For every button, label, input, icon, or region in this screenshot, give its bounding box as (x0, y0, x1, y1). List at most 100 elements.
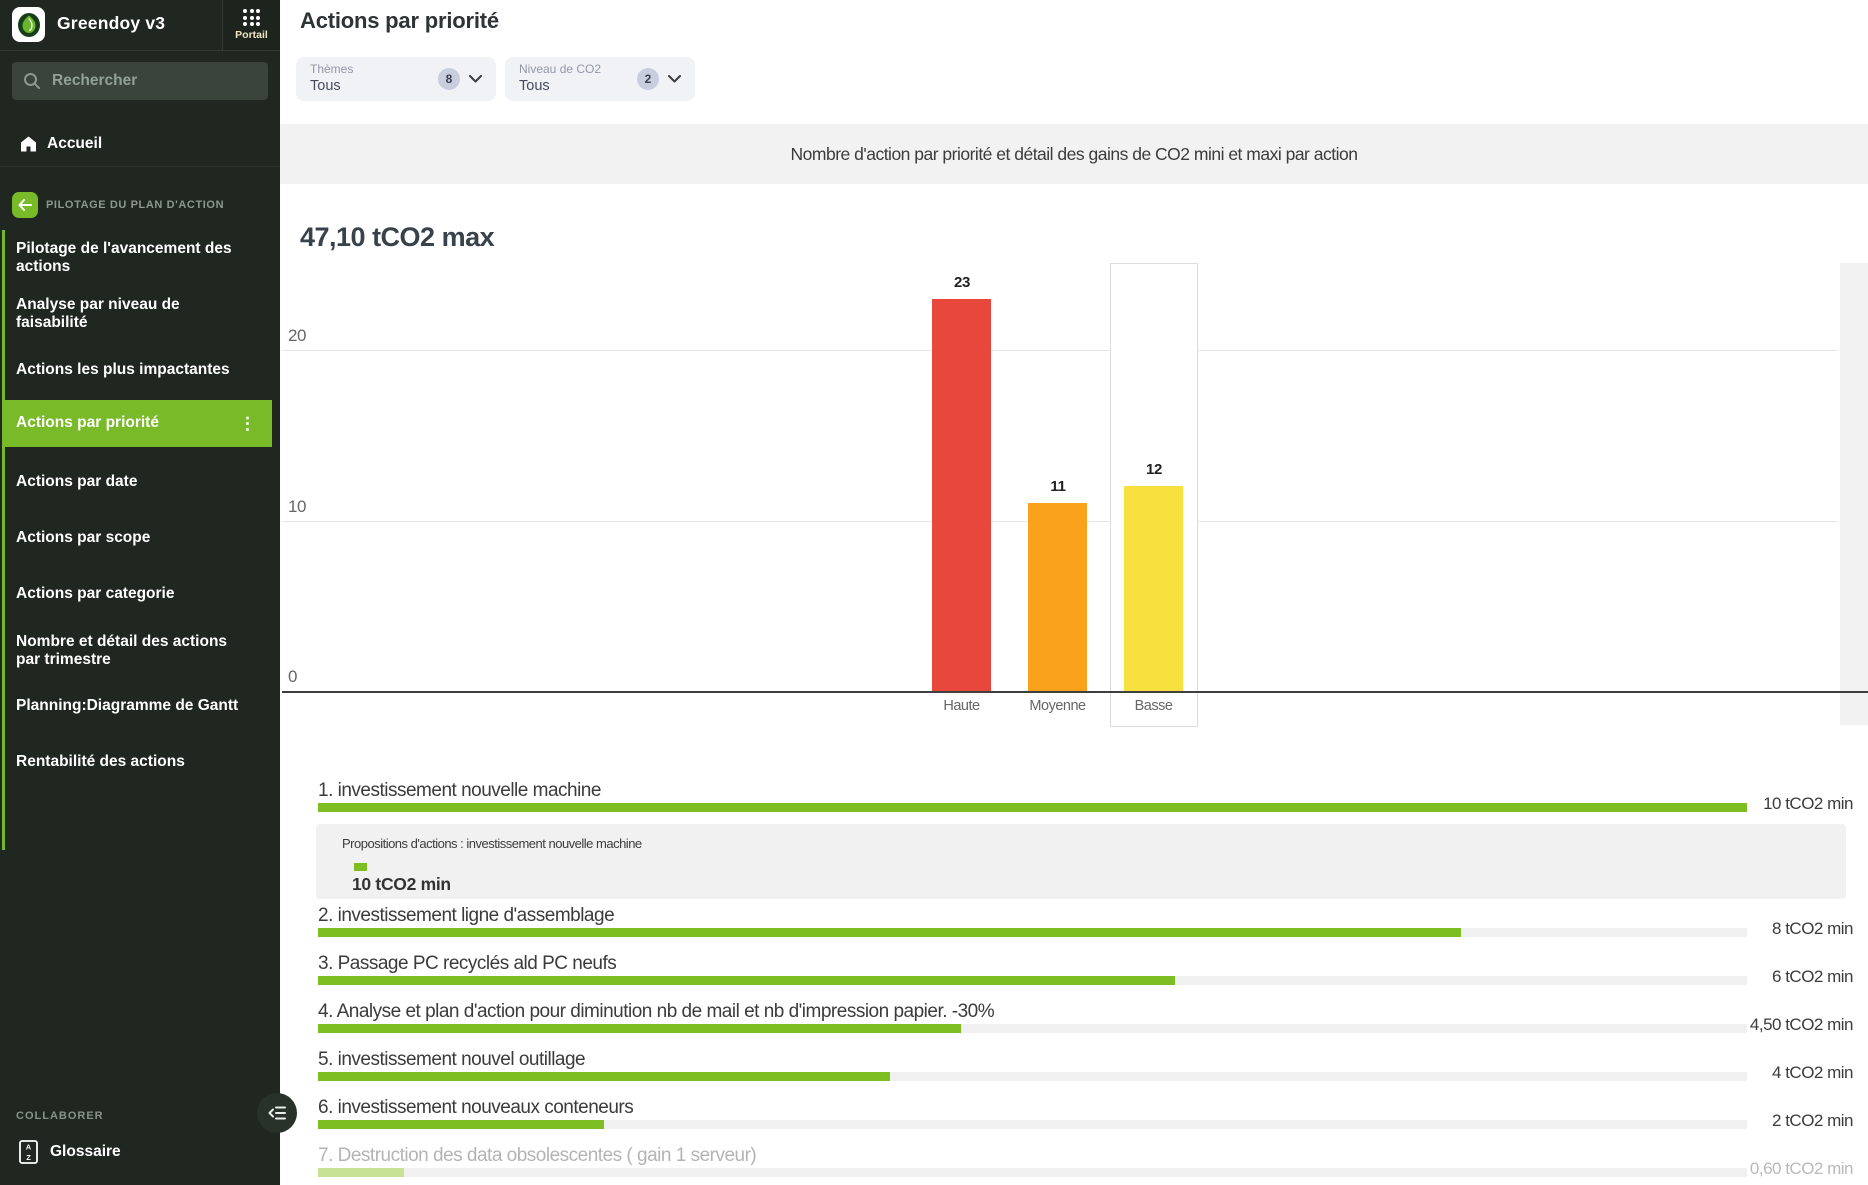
action-row-title: 6. investissement nouveaux conteneurs (318, 1097, 634, 1118)
app-title: Greendoy v3 (57, 13, 166, 33)
sidebar-header: Greendoy v3 Portail (0, 0, 280, 51)
filter-value: Tous (310, 78, 341, 95)
sidebar-divider (0, 166, 280, 167)
tooltip-header: Propositions d'actions : investissement … (342, 836, 642, 851)
action-row-value: 0,60 tCO2 min (1749, 1159, 1854, 1178)
x-axis-label-moyenne: Moyenne (1029, 698, 1086, 714)
kebab-menu-icon[interactable]: ⋮ (239, 413, 256, 433)
series-marker-icon (354, 863, 367, 871)
action-row-bar[interactable] (318, 928, 1462, 937)
sidebar-item-label: Nombre et détail des actions par trimest… (16, 633, 228, 669)
action-row-title: 7. Destruction des data obsolescentes ( … (318, 1145, 757, 1166)
search-input[interactable] (12, 62, 268, 100)
action-row-track (318, 1168, 1747, 1177)
submenu-accent-line (2, 230, 5, 850)
sidebar-item-label: Pilotage de l'avancement des actions (16, 240, 232, 276)
action-row-bar[interactable] (318, 803, 1747, 812)
portal-button[interactable]: Portail (222, 0, 280, 50)
bar-value-label: 11 (1050, 478, 1066, 495)
action-row-bar[interactable] (318, 1024, 962, 1033)
sidebar-item-accueil[interactable]: Accueil (0, 122, 280, 166)
action-row-value: 6 tCO2 min (1772, 967, 1853, 986)
action-row-value: 8 tCO2 min (1772, 919, 1853, 938)
x-axis-line (282, 691, 1868, 693)
svg-text:A: A (26, 1143, 32, 1152)
sidebar-item-6[interactable]: Actions par scope (0, 521, 280, 555)
sidebar-item-3[interactable]: Actions les plus impactantes (0, 353, 280, 387)
sidebar-item-label: Actions par date (16, 473, 138, 490)
collaborer-label: COLLABORER (16, 1110, 104, 1122)
sidebar-item-8[interactable]: Nombre et détail des actions par trimest… (0, 625, 280, 678)
sidebar-item-label: Glossaire (50, 1143, 121, 1160)
action-row-track (318, 1072, 1747, 1081)
filter-label: Thèmes (310, 62, 354, 77)
filter-label: Niveau de CO2 (519, 62, 602, 77)
search-bar (12, 62, 268, 100)
sidebar-item-glossaire[interactable]: A Z Glossaire (0, 1132, 280, 1172)
bar-basse[interactable] (1124, 486, 1183, 691)
action-row-title: 4. Analyse et plan d'action pour diminut… (318, 1001, 995, 1022)
sidebar-item-label: Analyse par niveau de faisabilité (16, 296, 180, 332)
sidebar-item-7[interactable]: Actions par categorie (0, 577, 280, 611)
filter-niveau-co2[interactable]: Niveau de CO2 Tous 2 (505, 57, 695, 101)
action-row-bar[interactable] (318, 1168, 404, 1177)
chart-subtitle-band: Nombre d'action par priorité et détail d… (280, 124, 1868, 184)
sidebar-item-1[interactable]: Pilotage de l'avancement des actions (0, 232, 280, 285)
portal-grid-icon (243, 9, 260, 26)
sidebar-item-label: Accueil (47, 135, 103, 152)
action-row-title: 1. investissement nouvelle machine (318, 780, 601, 801)
sidebar: Greendoy v3 Portail Accueil (0, 0, 297, 1185)
chevron-down-icon (668, 75, 681, 83)
portal-label: Portail (235, 29, 268, 41)
bar-moyenne[interactable] (1028, 503, 1087, 691)
chart-subtitle: Nombre d'action par priorité et détail d… (790, 143, 1358, 164)
action-row-bar[interactable] (318, 976, 1176, 985)
action-row-title: 2. investissement ligne d'assemblage (318, 905, 615, 926)
y-axis-label-10: 10 (288, 496, 306, 516)
collapse-sidebar-button[interactable] (257, 1093, 297, 1133)
arrow-left-icon (18, 199, 32, 211)
sidebar-item-label: Rentabilité des actions (16, 753, 185, 770)
tooltip-value: 10 tCO2 min (352, 874, 451, 894)
y-axis-label-0: 0 (288, 667, 297, 686)
chart-title: 47,10 tCO2 max (300, 222, 495, 252)
action-row-value: 10 tCO2 min (1763, 794, 1853, 813)
action-row-bar[interactable] (318, 1120, 604, 1129)
section-label: PILOTAGE DU PLAN D'ACTION (46, 199, 225, 211)
action-row-title: 3. Passage PC recyclés ald PC neufs (318, 953, 617, 974)
filter-count-badge: 8 (438, 68, 460, 90)
action-row-track (318, 803, 1747, 812)
bar-value-label: 12 (1145, 461, 1163, 478)
x-axis-label-haute: Haute (943, 698, 980, 714)
sidebar-item-10[interactable]: Rentabilité des actions (0, 745, 280, 779)
filter-themes[interactable]: Thèmes Tous 8 (296, 57, 496, 101)
back-button[interactable] (12, 192, 38, 218)
page-title: Actions par priorité (300, 8, 499, 33)
action-row-track (318, 976, 1747, 985)
sidebar-item-label: Actions par categorie (16, 585, 175, 602)
sidebar-item-label: Actions les plus impactantes (16, 361, 230, 378)
action-row-value: 4,50 tCO2 min (1749, 1015, 1854, 1034)
sidebar-item-5[interactable]: Actions par date (0, 465, 280, 499)
chart-tooltip: Propositions d'actions : investissement … (316, 824, 1846, 899)
action-row-bar[interactable] (318, 1072, 890, 1081)
filter-count-badge: 2 (637, 68, 659, 90)
sidebar-item-label: Planning:Diagramme de Gantt (16, 697, 239, 714)
x-axis-label-basse: Basse (1134, 698, 1173, 714)
sidebar-item-9[interactable]: Planning:Diagramme de Gantt (0, 689, 280, 723)
collapse-left-icon (268, 1106, 286, 1120)
glossary-icon: A Z (19, 1140, 38, 1164)
sidebar-item-4[interactable]: Actions par priorité ⋮ (3, 400, 272, 447)
sidebar-item-label: Actions par scope (16, 529, 151, 546)
action-row-track (318, 928, 1747, 937)
app-logo-icon (12, 7, 45, 42)
filter-value: Tous (519, 78, 550, 95)
gridline-20 (282, 350, 1838, 351)
sidebar-item-2[interactable]: Analyse par niveau de faisabilité (0, 288, 280, 341)
sidebar-item-label: Actions par priorité (16, 414, 159, 432)
right-edge-strip (1840, 263, 1868, 725)
action-row-track (318, 1024, 1747, 1033)
chevron-down-icon (469, 75, 482, 83)
action-row-track (318, 1120, 1747, 1129)
bar-haute[interactable] (932, 299, 991, 691)
